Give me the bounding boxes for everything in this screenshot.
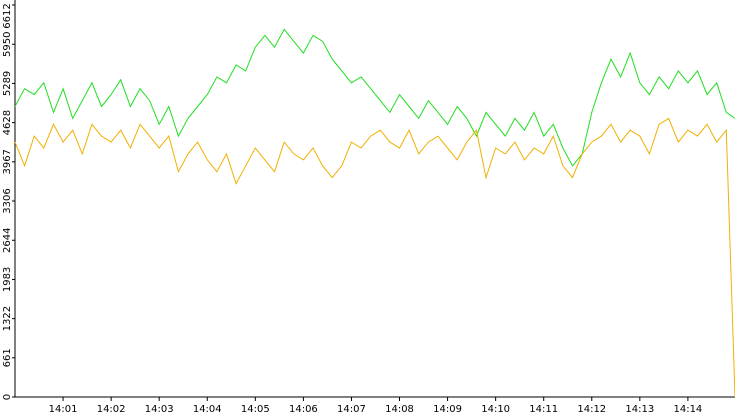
- x-tick-label: 14:12: [577, 404, 606, 415]
- y-tick-label: 1322: [2, 306, 13, 331]
- y-tick-label: 5289: [2, 71, 13, 96]
- y-tick-label: 2644: [2, 228, 13, 253]
- y-tick-label: 6612: [2, 3, 13, 28]
- y-tick-label: 3967: [2, 149, 13, 174]
- x-tick-label: 14:01: [49, 404, 78, 415]
- x-tick-label: 14:10: [481, 404, 510, 415]
- x-tick-label: 14:02: [97, 404, 126, 415]
- y-tick-label: 3306: [2, 188, 13, 213]
- x-tick-label: 14:11: [529, 404, 558, 415]
- y-tick-label: 661: [2, 348, 13, 367]
- x-tick-label: 14:08: [385, 404, 414, 415]
- series-line: [14, 28, 735, 167]
- y-tick-label: 4628: [2, 110, 13, 135]
- y-tick-label: 0: [2, 394, 13, 400]
- x-tick-label: 14:03: [145, 404, 174, 415]
- x-tick-label: 14:14: [673, 404, 702, 415]
- y-tick-label: 1983: [2, 267, 13, 292]
- x-tick-label: 14:13: [625, 404, 654, 415]
- x-tick-label: 14:05: [241, 404, 270, 415]
- series-line: [14, 117, 735, 398]
- x-tick-label: 14:06: [289, 404, 318, 415]
- y-tick-label: 5950: [2, 32, 13, 57]
- x-tick-label: 14:09: [433, 404, 462, 415]
- x-tick-label: 14:04: [193, 404, 222, 415]
- x-tick-label: 14:07: [337, 404, 366, 415]
